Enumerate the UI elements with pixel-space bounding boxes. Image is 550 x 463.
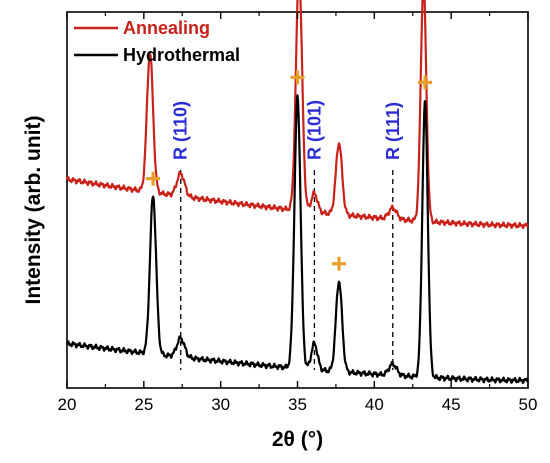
reference-label: R (101): [304, 100, 324, 160]
series-group: [65, 0, 529, 384]
peak-marker: [331, 256, 346, 271]
peak-marker: [290, 70, 305, 85]
peak-marker: [146, 171, 161, 186]
axes: 20 25 30 35 40 45 50 2θ (°) Intensity (arb. unit…: [22, 12, 537, 451]
peak-markers: [146, 70, 433, 271]
x-tick-label: 20: [58, 395, 77, 414]
x-tick-label: 30: [211, 395, 230, 414]
x-tick-label: 45: [442, 395, 461, 414]
legend-label: Hydrothermal: [123, 45, 240, 65]
x-tick-label: 40: [365, 395, 384, 414]
plot-frame: [66, 11, 529, 389]
legend: Annealing Hydrothermal: [74, 18, 240, 65]
series-line-hydrothermal: [65, 94, 529, 384]
series-line-annealing: [65, 0, 529, 230]
reference-lines: R (110) R (101) R (111): [171, 100, 403, 370]
peak-marker: [418, 75, 433, 90]
plot-area: [66, 11, 529, 389]
reference-label: R (111): [383, 102, 403, 160]
x-tick-label: 50: [519, 395, 538, 414]
reference-label: R (110): [171, 101, 191, 160]
x-tick-label: 35: [288, 395, 307, 414]
x-tick-label: 25: [134, 395, 153, 414]
legend-label: Annealing: [123, 18, 210, 38]
y-axis-title: Intensity (arb. unit): [22, 116, 45, 305]
x-axis-title: 2θ (°): [272, 428, 323, 451]
